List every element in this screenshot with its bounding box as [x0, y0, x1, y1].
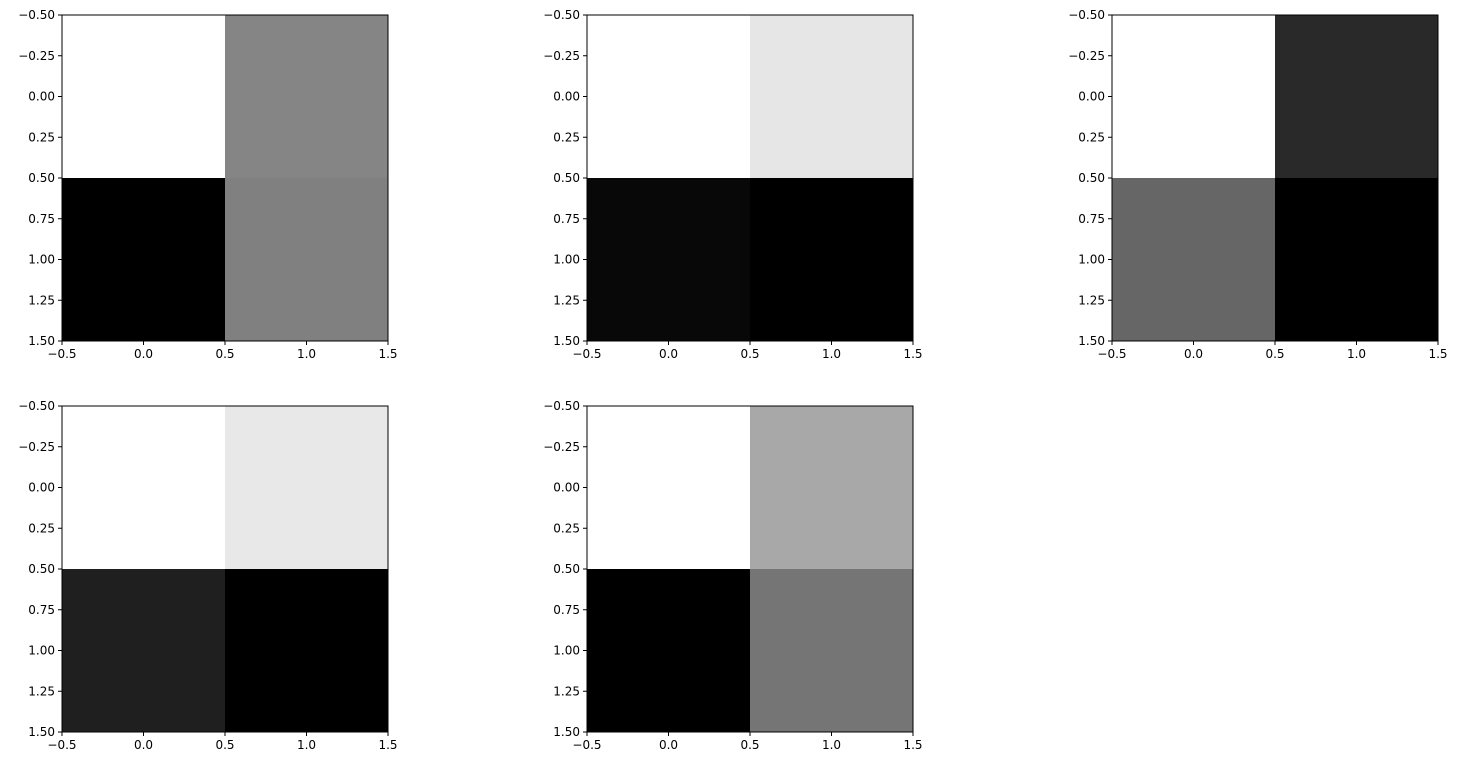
x-tick-label: 1.5 [903, 738, 922, 752]
y-tick-label: −0.50 [1068, 8, 1105, 22]
y-tick-label: −0.50 [18, 399, 55, 413]
y-tick-label: 1.50 [553, 725, 580, 739]
x-tick-label: 1.0 [1347, 347, 1366, 361]
heatmap-cell-r1-c1 [750, 569, 914, 733]
y-tick-label: 1.50 [553, 334, 580, 348]
y-tick-label: 0.75 [28, 603, 55, 617]
y-tick-label: 1.25 [1078, 293, 1105, 307]
heatmap-cell-r0-c0 [587, 406, 751, 570]
y-tick-label: 0.75 [1078, 212, 1105, 226]
y-tick-label: 0.25 [1078, 130, 1105, 144]
x-tick-label: 1.0 [297, 738, 316, 752]
y-tick-label: 1.25 [553, 293, 580, 307]
x-tick-label: −0.5 [47, 347, 76, 361]
heatmap-cell-r0-c0 [62, 15, 226, 179]
y-tick-label: 0.50 [28, 562, 55, 576]
y-tick-label: 1.00 [1078, 253, 1105, 267]
heatmap-cell-r1-c0 [62, 178, 226, 342]
y-tick-label: 0.00 [28, 90, 55, 104]
x-tick-label: −0.5 [572, 738, 601, 752]
y-tick-label: −0.25 [543, 440, 580, 454]
heatmap-cell-r1-c0 [1112, 178, 1276, 342]
x-tick-label: 1.0 [822, 738, 841, 752]
y-tick-label: 0.25 [28, 130, 55, 144]
x-tick-label: 0.0 [659, 347, 678, 361]
y-tick-label: 0.00 [553, 481, 580, 495]
y-tick-label: 0.75 [553, 212, 580, 226]
y-tick-label: 1.00 [28, 253, 55, 267]
y-tick-label: −0.50 [18, 8, 55, 22]
x-tick-label: −0.5 [572, 347, 601, 361]
x-tick-label: 1.0 [297, 347, 316, 361]
heatmap-cell-r1-c1 [750, 178, 914, 342]
heatmap-cell-r1-c0 [587, 178, 751, 342]
x-tick-label: 0.5 [740, 347, 759, 361]
y-tick-label: 0.00 [1078, 90, 1105, 104]
heatmap-cell-r0-c1 [750, 406, 914, 570]
x-tick-label: 1.5 [378, 347, 397, 361]
heatmap-cell-r0-c0 [1112, 15, 1276, 179]
y-tick-label: 1.00 [28, 644, 55, 658]
y-tick-label: −0.25 [18, 440, 55, 454]
y-tick-label: −0.25 [18, 49, 55, 63]
x-tick-label: 1.5 [903, 347, 922, 361]
x-tick-label: 1.5 [1428, 347, 1447, 361]
y-tick-label: 0.50 [553, 171, 580, 185]
y-tick-label: 0.00 [28, 481, 55, 495]
x-tick-label: −0.5 [1097, 347, 1126, 361]
heatmap-cell-r0-c1 [225, 406, 389, 570]
y-tick-label: 1.00 [553, 253, 580, 267]
y-tick-label: 0.25 [553, 521, 580, 535]
heatmap-cell-r0-c1 [225, 15, 389, 179]
x-tick-label: 0.5 [740, 738, 759, 752]
y-tick-label: 1.25 [28, 684, 55, 698]
y-tick-label: −0.25 [543, 49, 580, 63]
x-tick-label: 0.5 [215, 738, 234, 752]
y-tick-label: 1.50 [28, 334, 55, 348]
heatmap-cell-r0-c0 [587, 15, 751, 179]
y-tick-label: 1.50 [1078, 334, 1105, 348]
y-tick-label: 0.00 [553, 90, 580, 104]
y-tick-label: 0.75 [553, 603, 580, 617]
x-tick-label: 0.5 [215, 347, 234, 361]
x-tick-label: 1.5 [378, 738, 397, 752]
x-tick-label: 0.0 [1184, 347, 1203, 361]
heatmap-cell-r0-c0 [62, 406, 226, 570]
x-tick-label: −0.5 [47, 738, 76, 752]
heatmap-panel-1: −0.5 0.0 0.5 1.0 1.5 −0.50 −0.25 0.00 0.25 0.50 0.… [18, 8, 397, 361]
x-tick-label: 1.0 [822, 347, 841, 361]
x-tick-label: 0.0 [659, 738, 678, 752]
y-tick-label: 0.50 [1078, 171, 1105, 185]
x-tick-label: 0.0 [134, 738, 153, 752]
x-tick-label: 0.5 [1265, 347, 1284, 361]
y-tick-label: −0.25 [1068, 49, 1105, 63]
y-tick-label: 0.75 [28, 212, 55, 226]
y-tick-label: 0.50 [28, 171, 55, 185]
heatmap-cell-r0-c1 [1275, 15, 1439, 179]
x-tick-label: 0.0 [134, 347, 153, 361]
y-tick-label: 1.50 [28, 725, 55, 739]
heatmap-cell-r1-c0 [587, 569, 751, 733]
y-tick-label: −0.50 [543, 399, 580, 413]
y-tick-label: −0.50 [543, 8, 580, 22]
heatmap-cell-r1-c1 [225, 178, 389, 342]
y-tick-label: 1.25 [553, 684, 580, 698]
heatmap-panel-2: −0.5 0.0 0.5 1.0 1.5 −0.50 −0.25 0.00 0.25 0.50 0.… [543, 8, 922, 361]
heatmap-cell-r1-c1 [225, 569, 389, 733]
heatmap-panel-5: −0.5 0.0 0.5 1.0 1.5 −0.50 −0.25 0.00 0.25 0.50 0.… [543, 399, 922, 752]
heatmap-panel-3: −0.5 0.0 0.5 1.0 1.5 −0.50 −0.25 0.00 0.25 0.50 0.… [1068, 8, 1447, 361]
y-tick-label: 0.25 [28, 521, 55, 535]
heatmap-cell-r0-c1 [750, 15, 914, 179]
heatmap-panel-4: −0.5 0.0 0.5 1.0 1.5 −0.50 −0.25 0.00 0.25 0.50 0.… [18, 399, 397, 752]
heatmap-cell-r1-c0 [62, 569, 226, 733]
y-tick-label: 0.25 [553, 130, 580, 144]
heatmap-cell-r1-c1 [1275, 178, 1439, 342]
y-tick-label: 1.00 [553, 644, 580, 658]
y-tick-label: 1.25 [28, 293, 55, 307]
y-tick-label: 0.50 [553, 562, 580, 576]
